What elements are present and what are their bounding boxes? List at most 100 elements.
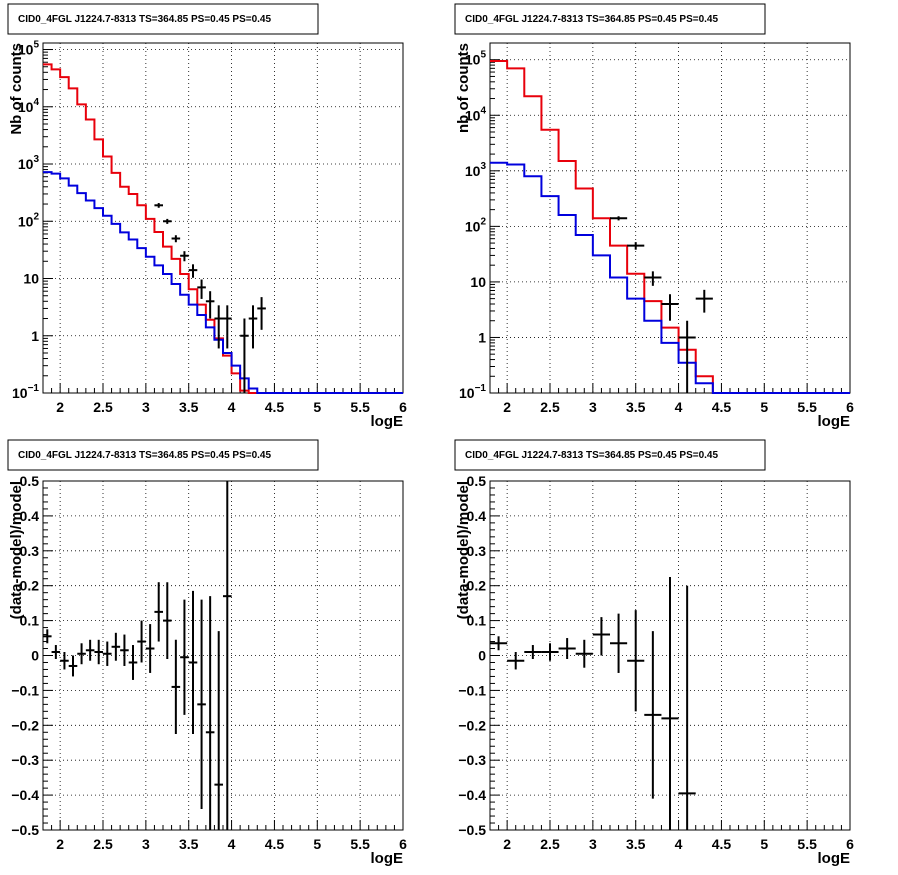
x-tick-label: 3.5 <box>179 399 199 415</box>
y-tick-label: 10 <box>23 271 39 287</box>
x-tick-label: 3 <box>142 836 150 852</box>
x-tick-label: 3.5 <box>626 836 646 852</box>
x-axis-label: logE <box>818 850 851 867</box>
data-point <box>214 631 223 830</box>
x-tick-label: 5.5 <box>350 399 370 415</box>
x-tick-label: 5 <box>760 836 768 852</box>
y-tick-label: 0.5 <box>20 473 40 489</box>
data-point <box>188 590 198 735</box>
data-point <box>214 305 223 349</box>
y-tick-label: −0.3 <box>11 752 39 768</box>
y-axis-label: nb of counts <box>455 43 472 133</box>
grid <box>490 43 850 393</box>
panel-bottom-right: CID0_4FGL J1224.7-8313 TS=364.85 PS=0.45… <box>454 439 854 867</box>
x-tick-label: 6 <box>399 399 407 415</box>
y-tick-label: −0.2 <box>11 717 39 733</box>
x-tick-label: 5 <box>313 399 321 415</box>
x-tick-label: 2 <box>56 399 64 415</box>
panel-top-left: CID0_4FGL J1224.7-8313 TS=364.85 PS=0.45… <box>7 3 407 430</box>
x-tick-label: 2.5 <box>93 399 113 415</box>
data-point <box>205 596 215 830</box>
data-point <box>507 652 525 670</box>
y-tick-label: 0 <box>478 648 486 664</box>
data-point <box>558 638 576 659</box>
data-point <box>180 251 189 262</box>
y-tick-label: 0.2 <box>20 578 40 594</box>
x-tick-label: 5 <box>313 836 321 852</box>
y-axis-label: (data-model)/model <box>8 481 25 619</box>
data-point <box>592 617 610 656</box>
y-tick-label: 103 <box>465 161 487 179</box>
y-tick-label: −0.1 <box>458 682 486 698</box>
y-tick-label: 0.3 <box>467 543 487 559</box>
data-point <box>154 582 163 642</box>
y-tick-label: 0 <box>31 648 39 664</box>
title-box <box>454 439 766 471</box>
y-tick-label: 102 <box>465 216 487 234</box>
y-tick-label: −0.3 <box>458 752 486 768</box>
x-tick-label: 3 <box>142 399 150 415</box>
x-tick-label: 5.5 <box>797 399 817 415</box>
data-point <box>154 203 163 208</box>
data-point <box>610 216 628 221</box>
data-point <box>661 294 679 321</box>
data-point <box>43 629 52 644</box>
title-box <box>7 3 319 35</box>
y-tick-label: −0.5 <box>458 822 486 838</box>
y-tick-label: −0.4 <box>458 787 486 803</box>
component-model-series <box>490 161 850 394</box>
y-axis-label: Nb of counts <box>8 43 25 135</box>
data-point <box>678 585 696 830</box>
y-tick-label: 10−1 <box>12 383 39 401</box>
x-tick-label: 4 <box>228 836 236 852</box>
data-point <box>197 599 206 810</box>
data-point <box>240 318 249 393</box>
y-tick-label: 0.1 <box>467 613 487 629</box>
data-point <box>644 631 662 799</box>
x-tick-label: 6 <box>846 836 854 852</box>
y-tick-label: 0.3 <box>20 543 40 559</box>
grid <box>43 43 403 393</box>
x-tick-label: 4 <box>675 836 683 852</box>
data-point <box>490 636 508 651</box>
x-tick-label: 4.5 <box>265 399 285 415</box>
y-tick-label: 1 <box>478 329 486 345</box>
y-tick-label: 0.4 <box>467 508 487 524</box>
data-point <box>111 632 121 661</box>
data-point <box>145 624 155 673</box>
y-tick-label: 10−1 <box>459 383 486 401</box>
data-point <box>610 613 628 673</box>
plot-frame <box>489 42 851 394</box>
data-point <box>163 218 172 224</box>
x-axis-label: logE <box>371 413 404 430</box>
x-tick-label: 4.5 <box>712 836 732 852</box>
data-point <box>661 576 679 830</box>
x-tick-label: 4 <box>228 399 236 415</box>
chart-title: CID0_4FGL J1224.7-8313 TS=364.85 PS=0.45… <box>18 14 271 25</box>
y-tick-label: −0.2 <box>458 717 486 733</box>
grid <box>43 481 403 830</box>
data-point <box>120 634 129 666</box>
y-tick-label: 0.2 <box>467 578 487 594</box>
data-point <box>627 242 645 250</box>
data-point <box>68 655 78 677</box>
data-point <box>163 582 172 659</box>
x-tick-label: 2.5 <box>540 836 560 852</box>
data-point <box>223 305 232 349</box>
data-point <box>128 645 138 680</box>
data-point <box>678 320 696 393</box>
data-point <box>205 291 215 319</box>
y-tick-label: 103 <box>18 154 40 172</box>
y-tick-label: 0.5 <box>467 473 487 489</box>
data-point <box>94 639 103 665</box>
data-point <box>51 645 61 659</box>
x-axis-label: logE <box>371 850 404 867</box>
x-tick-label: 2.5 <box>540 399 560 415</box>
y-axis-label: (data-model)/model <box>455 481 472 619</box>
x-tick-label: 2.5 <box>93 836 113 852</box>
data-point <box>695 289 713 313</box>
x-tick-label: 3 <box>589 836 597 852</box>
data-point <box>180 599 189 715</box>
data-point <box>257 297 266 330</box>
